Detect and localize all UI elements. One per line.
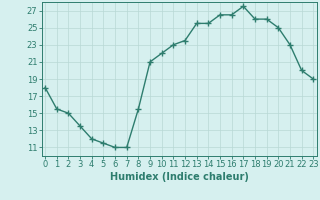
X-axis label: Humidex (Indice chaleur): Humidex (Indice chaleur) bbox=[110, 172, 249, 182]
